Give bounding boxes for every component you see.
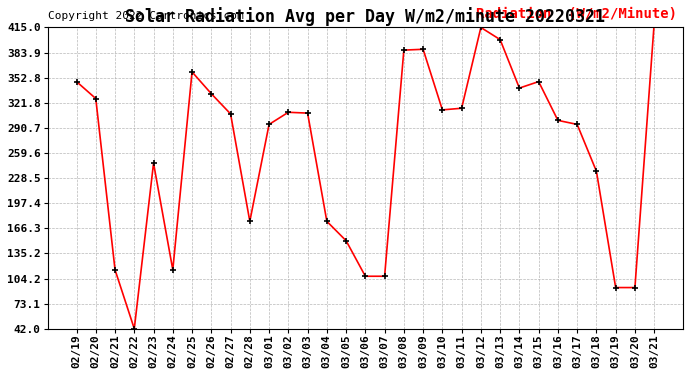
Title: Solar Radiation Avg per Day W/m2/minute 20220321: Solar Radiation Avg per Day W/m2/minute …	[126, 7, 605, 26]
Text: Radiation  (W/m2/Minute): Radiation (W/m2/Minute)	[475, 8, 677, 21]
Text: Copyright 2022 Cartronics.com: Copyright 2022 Cartronics.com	[48, 12, 244, 21]
